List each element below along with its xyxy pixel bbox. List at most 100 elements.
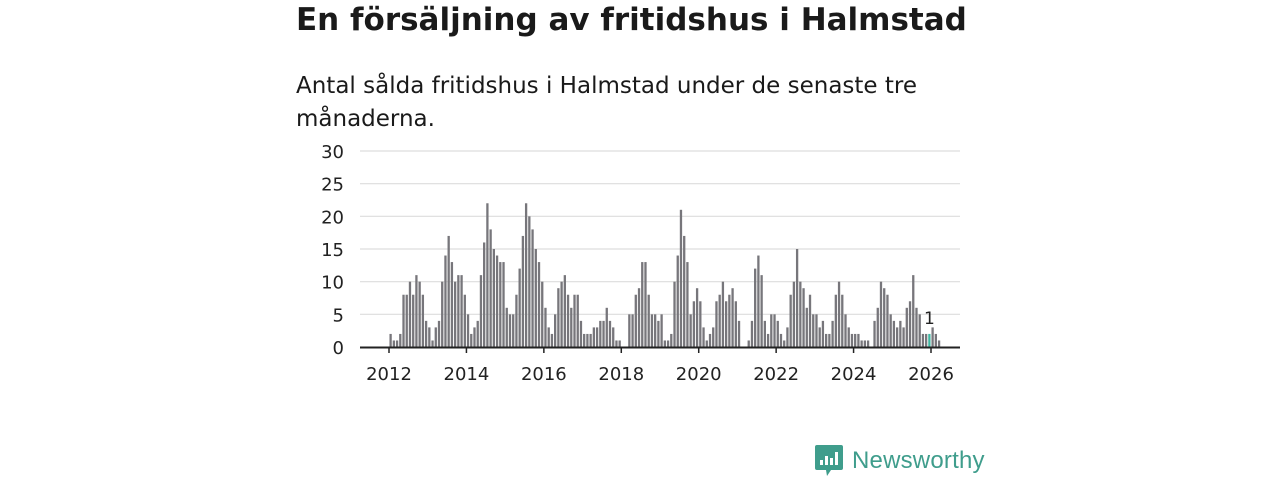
bar <box>818 327 821 347</box>
bar <box>770 314 773 347</box>
bar <box>825 333 828 347</box>
bar <box>850 333 854 347</box>
x-tick-label: 2018 <box>598 364 644 385</box>
bar <box>434 327 437 347</box>
bar <box>776 320 779 347</box>
bar <box>518 268 521 347</box>
y-tick-label: 5 <box>333 305 344 326</box>
bar <box>886 294 889 347</box>
bar <box>715 301 718 347</box>
bar <box>683 235 686 347</box>
bar <box>479 275 483 347</box>
bar <box>934 333 937 347</box>
bar <box>747 340 750 347</box>
bar <box>402 294 405 347</box>
bar <box>424 320 428 347</box>
bar <box>395 340 399 347</box>
bar <box>502 262 505 347</box>
bar <box>550 333 554 347</box>
y-tick-label: 0 <box>333 338 344 359</box>
bar <box>444 255 447 347</box>
bar <box>453 281 457 347</box>
bar <box>779 333 783 347</box>
newsworthy-logo[interactable]: Newsworthy <box>814 442 985 480</box>
bar <box>812 314 815 347</box>
bar <box>589 333 592 347</box>
bar <box>570 307 573 347</box>
y-axis-ticks: 0 5 10 15 20 25 30 <box>321 142 344 359</box>
bar <box>760 275 763 347</box>
bar <box>599 320 602 347</box>
gridlines <box>360 150 960 315</box>
bar <box>660 314 663 347</box>
bar <box>902 327 905 347</box>
bar <box>834 294 837 347</box>
bar <box>921 333 925 347</box>
bar <box>673 281 676 347</box>
bar <box>463 294 466 347</box>
bar <box>766 333 770 347</box>
bar <box>734 301 737 347</box>
bar <box>437 320 441 347</box>
bar <box>399 333 402 347</box>
y-tick-label: 20 <box>321 207 344 228</box>
bar <box>854 333 857 347</box>
bar <box>524 203 528 347</box>
bar <box>737 320 741 347</box>
newsworthy-logo-icon <box>815 445 843 476</box>
bar <box>863 340 867 347</box>
bar <box>466 314 470 347</box>
bar <box>828 333 831 347</box>
x-tick-label: 2016 <box>521 364 567 385</box>
bar <box>592 327 596 347</box>
annotations: 1 <box>924 309 935 329</box>
bar <box>644 262 647 347</box>
bar <box>889 314 892 347</box>
bar <box>447 235 450 347</box>
bar <box>908 301 912 347</box>
bar <box>799 281 802 347</box>
bar <box>450 262 454 347</box>
bar <box>937 340 941 347</box>
bar <box>560 281 563 347</box>
bar <box>912 275 915 347</box>
bars <box>389 203 941 347</box>
bar <box>679 209 683 347</box>
bar <box>724 301 728 347</box>
bar <box>421 294 425 347</box>
bar <box>650 314 654 347</box>
bar <box>718 294 721 347</box>
bar <box>508 314 512 347</box>
bar <box>431 340 434 347</box>
bar <box>486 203 489 347</box>
bar <box>860 340 863 347</box>
bar <box>857 333 860 347</box>
bar <box>576 294 579 347</box>
x-tick-label: 2026 <box>908 364 954 385</box>
bar <box>605 307 608 347</box>
bar <box>534 249 537 347</box>
bar <box>544 307 547 347</box>
bar <box>602 320 605 347</box>
bar <box>541 281 544 347</box>
bar <box>899 320 902 347</box>
x-axis-ticks: 2012 2014 2016 2018 2020 2022 2024 2026 <box>366 347 954 385</box>
bar <box>537 262 541 347</box>
bar <box>731 288 734 347</box>
bar <box>847 327 850 347</box>
bar <box>789 294 792 347</box>
bar <box>808 294 812 347</box>
bar <box>915 307 918 347</box>
bar <box>792 281 796 347</box>
bar <box>883 288 886 347</box>
bar <box>663 340 666 347</box>
bar <box>841 294 844 347</box>
bar <box>702 327 705 347</box>
bar-chart: 0 5 10 15 20 25 30 2012 2014 2016 2018 2020 2022 202… <box>321 142 960 385</box>
bar <box>618 340 621 347</box>
bar <box>712 327 715 347</box>
bar <box>557 288 560 347</box>
bar <box>905 307 908 347</box>
y-tick-label: 25 <box>321 175 344 196</box>
bar <box>763 320 766 347</box>
